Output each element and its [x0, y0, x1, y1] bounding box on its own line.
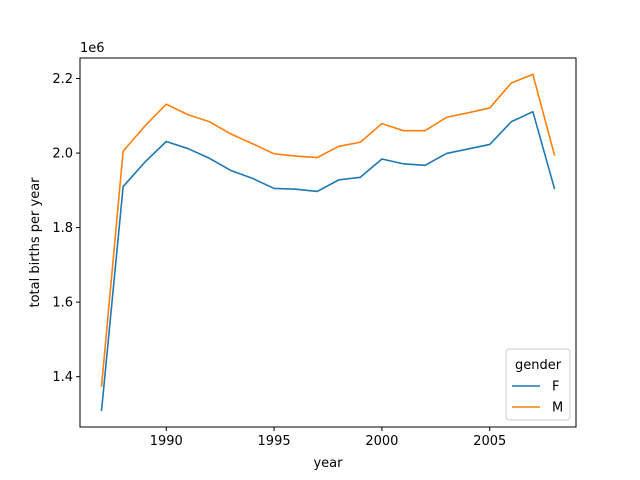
plot-area-frame	[79, 57, 577, 428]
legend-box	[505, 348, 571, 421]
x-axis-ticks: 1990 1995 2000 2005	[150, 427, 506, 449]
series-lines	[100, 73, 556, 412]
y-axis-label: total births per year	[28, 177, 43, 308]
y-tick-label: 1.4	[52, 370, 73, 385]
legend-title: gender	[515, 358, 562, 373]
x-tick-label: 1995	[258, 434, 291, 449]
x-tick-label: 1990	[150, 434, 183, 449]
legend-items: FM	[512, 380, 563, 416]
y-scale-offset: 1e6	[80, 41, 105, 56]
y-tick-label: 1.8	[52, 221, 73, 236]
y-tick-label: 2.2	[52, 72, 73, 87]
legend: gender FM	[505, 348, 571, 421]
x-tick-label: 2005	[473, 434, 506, 449]
series-line-M	[100, 73, 556, 387]
y-axis-ticks: 1.4 1.6 1.8 2.0 2.2	[52, 72, 80, 385]
legend-label-F: F	[552, 380, 559, 395]
y-tick-label: 2.0	[52, 147, 73, 162]
series-line-F	[100, 110, 556, 412]
x-axis-label: year	[313, 456, 343, 471]
y-tick-label: 1.6	[52, 296, 73, 311]
x-tick-label: 2000	[365, 434, 398, 449]
legend-label-M: M	[552, 401, 563, 416]
